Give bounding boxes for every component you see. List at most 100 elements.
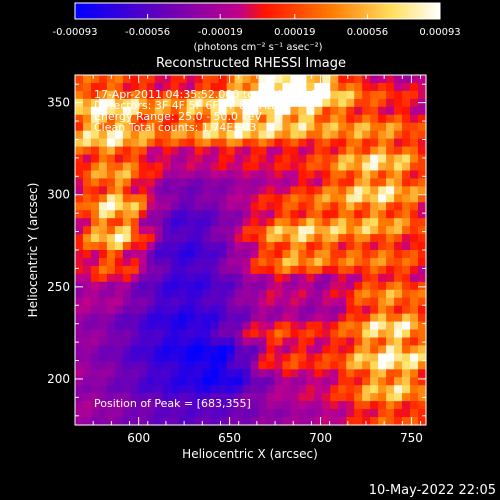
heatmap-cell (194, 170, 204, 179)
heatmap-cell (346, 297, 355, 307)
heatmap-cell (250, 202, 260, 211)
heatmap-cell (290, 289, 299, 299)
heatmap-cell (114, 170, 124, 179)
heatmap-cell (418, 146, 427, 156)
heatmap-cell (122, 114, 132, 124)
heatmap-cell (114, 194, 124, 203)
heatmap-cell (282, 162, 291, 172)
heatmap-cell (98, 273, 108, 283)
heatmap-cell (242, 138, 252, 148)
heatmap-cell (386, 242, 395, 251)
heatmap-cell (226, 218, 236, 227)
heatmap-cell (210, 130, 220, 140)
heatmap-cell (314, 122, 323, 132)
heatmap-cell (130, 226, 140, 235)
annotation-detectors: Detectors: 3F 4F 5F 6F 7F 8F, Att 0 (94, 99, 286, 112)
heatmap-cell (146, 114, 156, 124)
heatmap-cell (106, 257, 116, 267)
heatmap-cell (154, 281, 164, 291)
heatmap-cell (75, 210, 84, 219)
heatmap-cell (266, 162, 276, 172)
heatmap-cell (218, 146, 228, 156)
heatmap-cell (346, 194, 355, 203)
heatmap-cell (146, 401, 156, 410)
heatmap-cell (82, 130, 92, 140)
heatmap-cell (162, 250, 172, 259)
heatmap-cell (138, 337, 148, 347)
heatmap-cell (330, 250, 339, 259)
heatmap-cell (122, 186, 132, 195)
heatmap-cell (106, 369, 116, 378)
heatmap-cell (170, 353, 180, 362)
heatmap-cell (338, 138, 347, 148)
heatmap-cell (75, 75, 84, 84)
heatmap-cell (354, 273, 363, 283)
heatmap-cell (106, 289, 116, 299)
heatmap-cell (266, 345, 276, 354)
heatmap-cell (418, 361, 427, 370)
colorbar-ticks: -0.00093 -0.00056 -0.00019 0.00019 0.00056 0.… (53, 14, 461, 38)
heatmap-cell (306, 305, 315, 315)
heatmap-cell (362, 154, 371, 164)
heatmap-cell (154, 114, 164, 124)
heatmap-cell (210, 353, 220, 362)
heatmap-cell (250, 154, 260, 164)
heatmap-cell (362, 218, 371, 227)
heatmap-cell (82, 353, 92, 362)
heatmap-cell (154, 265, 164, 275)
heatmap-cell (274, 162, 284, 172)
heatmap-cell (250, 218, 260, 227)
heatmap-cell (346, 361, 355, 370)
heatmap-cell (250, 337, 260, 347)
heatmap-cell (362, 114, 371, 124)
heatmap-cell (322, 202, 331, 211)
heatmap-cell (266, 305, 276, 315)
heatmap-cell (250, 401, 260, 410)
heatmap-cell (226, 329, 236, 339)
heatmap-cell (162, 313, 172, 323)
heatmap-cell (122, 162, 132, 172)
heatmap-cell (242, 273, 252, 283)
heatmap-cell (362, 393, 371, 402)
heatmap-cell (250, 234, 260, 243)
heatmap-cell (314, 353, 323, 362)
heatmap-cell (330, 329, 339, 339)
heatmap-cell (154, 154, 164, 164)
heatmap-cell (178, 130, 188, 140)
heatmap-cell (378, 226, 387, 235)
heatmap-cell (410, 385, 419, 394)
heatmap-cell (346, 281, 355, 291)
heatmap-cell (106, 234, 116, 243)
heatmap-cell (106, 329, 116, 339)
heatmap-cell (202, 186, 212, 195)
heatmap-cell (402, 313, 411, 323)
heatmap-cell (266, 297, 276, 307)
heatmap-cell (98, 353, 108, 362)
heatmap-cell (354, 369, 363, 378)
heatmap-cell (218, 353, 228, 362)
heatmap-cell (322, 417, 331, 426)
heatmap-cell (338, 234, 347, 243)
heatmap-cell (418, 106, 427, 116)
heatmap-cell (122, 361, 132, 370)
heatmap-cell (170, 297, 180, 307)
heatmap-cell (418, 162, 427, 172)
heatmap-cell (338, 329, 347, 339)
heatmap-cell (394, 377, 403, 386)
heatmap-cell (234, 281, 244, 291)
heatmap-cell (290, 377, 299, 386)
heatmap-cell (266, 218, 276, 227)
heatmap-cell (122, 82, 132, 92)
heatmap-cell (362, 122, 371, 132)
heatmap-cell (354, 226, 363, 235)
heatmap-cell (98, 369, 108, 378)
heatmap-cell (258, 297, 268, 307)
heatmap-cell (386, 321, 395, 331)
heatmap-cell (322, 146, 331, 156)
heatmap-cell (362, 361, 371, 370)
heatmap-cell (75, 226, 84, 235)
heatmap-cell (98, 98, 108, 108)
heatmap-cell (226, 313, 236, 323)
heatmap-cell (98, 186, 108, 195)
x-tick-label: 700 (309, 431, 332, 445)
